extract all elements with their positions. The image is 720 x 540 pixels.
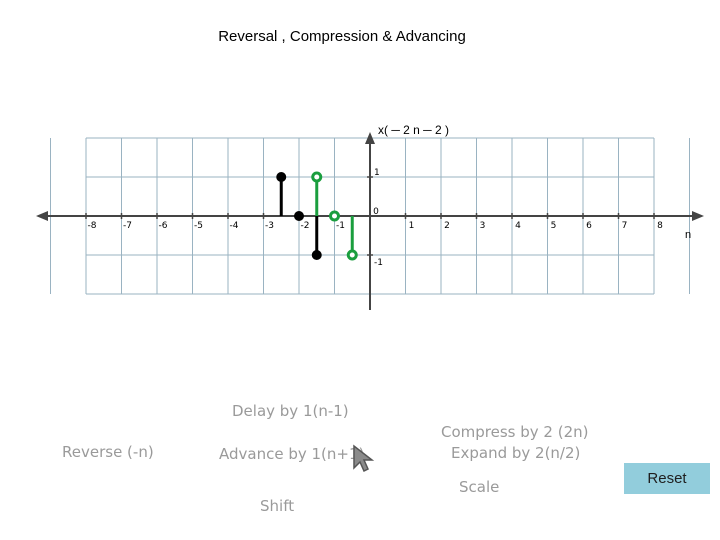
expand-button[interactable]: Expand by 2(n/2) — [451, 444, 581, 462]
tick-marks — [85, 176, 655, 256]
x-tick-label: -2 — [301, 221, 310, 231]
x-tick-label: 6 — [586, 221, 592, 231]
x-tick-label: 8 — [657, 221, 663, 231]
scale-button[interactable]: Scale — [459, 478, 500, 496]
x-tick-label: 1 — [409, 221, 415, 231]
y-tick-label: -1 — [374, 258, 383, 268]
x-axis-arrow-left — [36, 211, 48, 221]
x-tick-label: -4 — [230, 221, 239, 231]
x-tick-label: 7 — [622, 221, 628, 231]
cursor-arrow-icon — [353, 444, 375, 473]
stem-marker — [346, 249, 358, 261]
stem-series — [276, 171, 358, 261]
x-tick-label: -5 — [194, 221, 203, 231]
axes — [36, 132, 704, 310]
x-tick-label: -3 — [265, 221, 274, 231]
x-tick-label: -6 — [159, 221, 168, 231]
compress-button[interactable]: Compress by 2 (2n) — [441, 423, 589, 441]
x-axis-arrow-right — [692, 211, 704, 221]
x-tick-label: 4 — [515, 221, 521, 231]
x-tick-label: 0 — [373, 207, 379, 217]
delay-button[interactable]: Delay by 1(n-1) — [232, 402, 349, 420]
stem-marker — [311, 250, 322, 260]
y-tick-label: 1 — [374, 168, 380, 178]
page-title: Reversal , Compression & Advancing — [218, 28, 466, 45]
tick-labels: -8 -7 -6 -5 -4 -3 -2 -1 0 1 2 3 4 5 6 7 8 1 -1 — [88, 168, 664, 268]
x-tick-label: -7 — [123, 221, 132, 231]
x-axis-label: n — [685, 229, 691, 241]
reverse-button[interactable]: Reverse (-n) — [62, 443, 154, 461]
signal-label: x( ─ 2 n ─ 2 ) — [378, 123, 449, 137]
stem-marker — [276, 172, 287, 182]
x-tick-label: 3 — [480, 221, 486, 231]
stem-marker — [311, 171, 323, 183]
y-axis-arrow — [365, 132, 375, 144]
x-tick-label: -1 — [336, 221, 345, 231]
x-tick-label: -8 — [88, 221, 97, 231]
stem-marker — [329, 210, 340, 222]
shift-button[interactable]: Shift — [260, 497, 295, 515]
stem-marker — [294, 211, 304, 221]
reset-button[interactable]: Reset — [624, 463, 710, 494]
x-tick-label: 2 — [444, 221, 450, 231]
x-tick-label: 5 — [551, 221, 557, 231]
advance-button[interactable]: Advance by 1(n+1) — [219, 445, 365, 463]
